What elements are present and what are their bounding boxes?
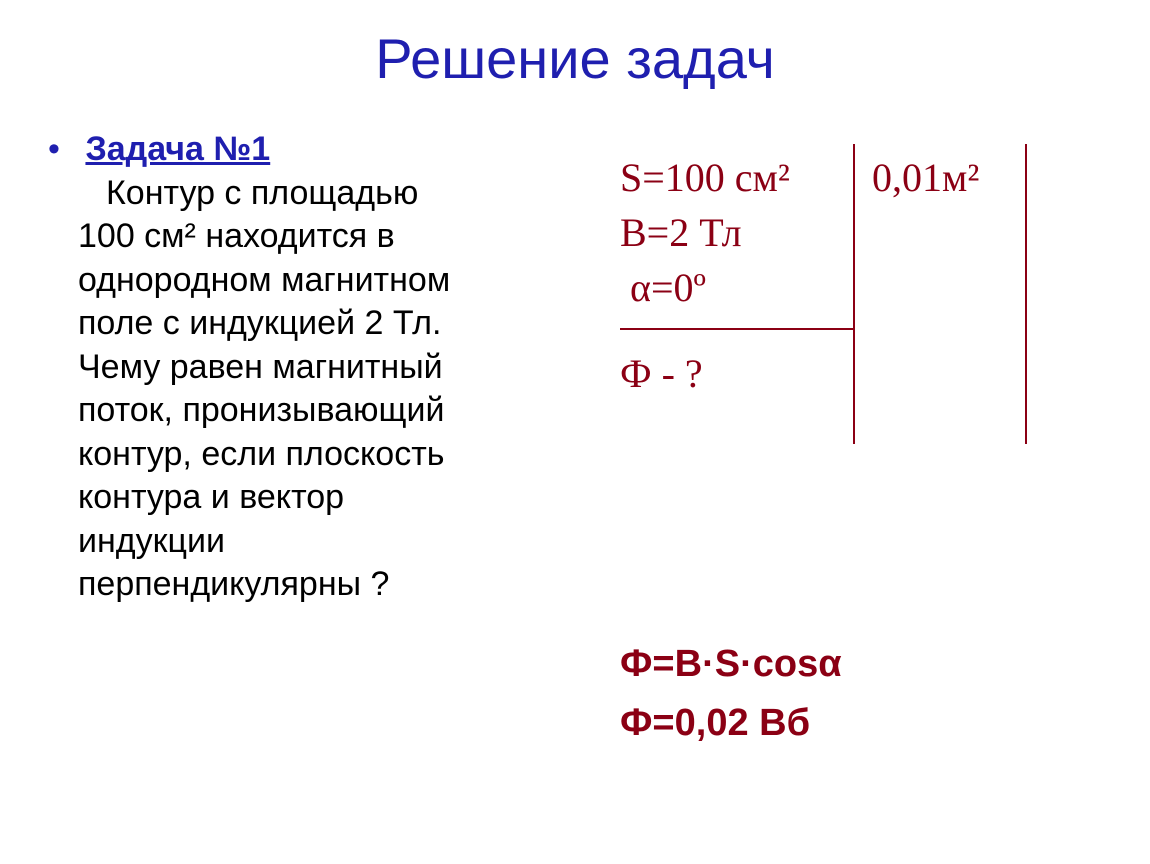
solution-block: Ф=B·S·cosα Ф=0,02 Вб (620, 635, 842, 753)
task-body: Контур с площадью100 см² находится водно… (48, 172, 568, 607)
task-heading: Задача №1 (85, 128, 270, 172)
left-column: • Задача №1 Контур с площадью100 см² нах… (48, 128, 568, 607)
task-body-line: индукции (78, 520, 568, 564)
given-col1: B=2 Тл (620, 209, 742, 256)
task-body-line: Контур с площадью (78, 172, 568, 216)
task-body-line: 100 см² находится в (78, 215, 568, 259)
task-body-line: контура и вектор (78, 476, 568, 520)
given-col1: α=0º (620, 264, 706, 311)
right-column: S=100 см²0,01м²B=2 Тл α=0ºФ - ? Ф=B·S·co… (620, 150, 1130, 450)
task-heading-row: • Задача №1 (48, 128, 568, 172)
task-body-line: поток, пронизывающий (78, 389, 568, 433)
solution-formula: Ф=B·S·cosα (620, 635, 842, 694)
given-box: S=100 см² 0,01м² B=2 Тл α=0º Ф - ? (620, 150, 1130, 450)
solution-answer: Ф=0,02 Вб (620, 694, 842, 753)
divider-vertical (1025, 144, 1027, 444)
task-body-line: поле с индукцией 2 Тл. (78, 302, 568, 346)
task-body-line: однородном магнитном (78, 259, 568, 303)
task-body-line: контур, если плоскость (78, 433, 568, 477)
given-col1: S=100 см² (620, 154, 790, 201)
divider-horizontal (620, 328, 853, 330)
divider-vertical (853, 144, 855, 444)
slide-title: Решение задач (0, 26, 1150, 91)
bullet-icon: • (48, 128, 76, 172)
task-body-line: перпендикулярны ? (78, 563, 568, 607)
task-body-line: Чему равен магнитный (78, 346, 568, 390)
given-col1: Ф - ? (620, 350, 703, 397)
slide: Решение задач • Задача №1 Контур с площа… (0, 0, 1150, 864)
given-col2: 0,01м² (872, 154, 979, 201)
